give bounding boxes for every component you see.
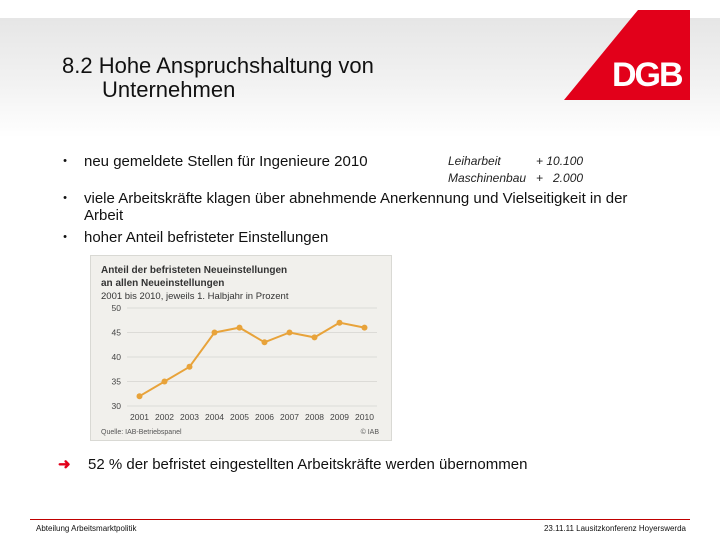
side-note-value: + 2.000 [536,171,584,185]
x-tick-label: 2008 [305,412,324,422]
bullet-marker: • [63,155,67,167]
x-tick-label: 2001 [130,412,149,422]
bullet-text: neu gemeldete Stellen für Ingenieure 201… [84,153,368,170]
title-line-2: Unternehmen [102,77,236,102]
side-note-label: Maschinenbau [448,171,527,185]
data-point [361,324,368,331]
chart-credit: © IAB [361,428,380,436]
y-tick-label: 45 [112,328,122,338]
chart-source: Quelle: IAB-Betriebspanel [101,429,182,436]
slide-title: 8.2 Hohe Anspruchshaltung von Unternehme… [62,54,482,102]
chart-title-line-2: an allen Neueinstellungen [101,278,224,289]
logo-red-shape [564,10,690,100]
title-line-1: 8.2 Hohe Anspruchshaltung von [62,53,374,78]
footer-date-event: 23.11.11 Lausitzkonferenz Hoyerswerda [543,524,686,533]
x-tick-label: 2005 [230,412,249,422]
side-note-label: Leiharbeit [448,154,501,168]
y-tick-label: 30 [112,401,122,411]
x-tick-label: 2006 [255,412,274,422]
side-note-value: + 10.100 [536,154,584,168]
footer-department: Abteilung Arbeitsmarktpolitik [36,524,137,533]
conclusion-text: 52 % der befristet eingestellten Arbeits… [88,456,528,473]
data-point [286,329,293,336]
x-tick-label: 2009 [330,412,349,422]
data-point [311,334,318,341]
x-tick-label: 2007 [280,412,299,422]
bullet-text-continued: Arbeit [84,207,124,224]
data-point [186,363,193,370]
data-point [136,393,143,400]
arrow-right-icon: ➜ [58,456,71,473]
y-tick-label: 35 [112,377,122,387]
side-note-row: Maschinenbau + 2.000 [448,170,583,187]
side-note: Leiharbeit + 10.100 Maschinenbau + 2.000 [448,153,583,187]
dgb-logo: DGB [564,10,690,100]
bullet-text: hoher Anteil befristeter Einstellungen [84,229,329,246]
x-tick-label: 2003 [180,412,199,422]
x-tick-label: 2002 [155,412,174,422]
x-tick-label: 2004 [205,412,224,422]
series-line [138,321,365,398]
data-point [261,339,268,346]
data-point [161,378,168,385]
y-tick-label: 50 [112,303,122,313]
chart-subtitle: 2001 bis 2010, jeweils 1. Halbjahr in Pr… [101,291,289,302]
chart-title: Anteil der befristeten Neueinstellungen [101,265,287,276]
data-point [236,324,243,331]
footer-rule [30,519,690,520]
logo-text: DGB [612,56,683,94]
chart-panel: Anteil der befristeten Neueinstellungen a… [90,255,392,441]
data-point [211,329,218,336]
bullet-marker: • [63,231,67,243]
x-tick-label: 2010 [355,412,374,422]
bullet-text: viele Arbeitskräfte klagen über abnehmen… [84,190,628,207]
side-note-row: Leiharbeit + 10.100 [448,153,583,170]
data-point [336,319,343,326]
bullet-marker: • [63,192,67,204]
line-chart: Anteil der befristeten Neueinstellungen a… [101,265,380,436]
y-tick-label: 40 [112,352,122,362]
